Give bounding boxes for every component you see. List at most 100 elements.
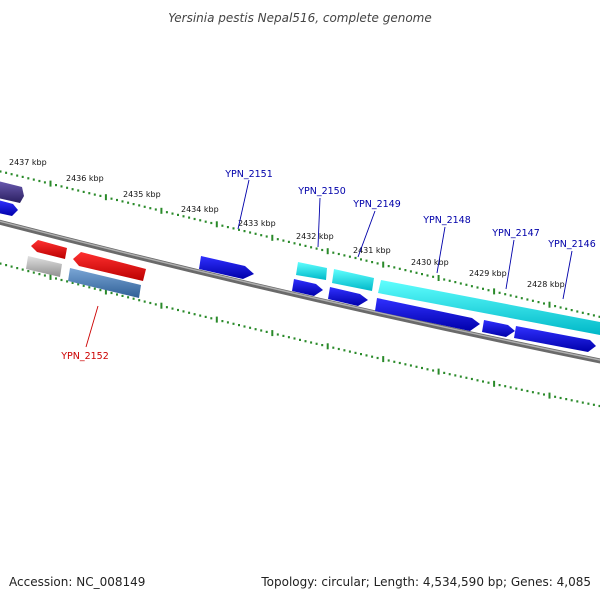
scale-tick-minor: [149, 207, 152, 210]
gene-label[interactable]: YPN_2151: [224, 169, 273, 180]
scale-tick-minor: [482, 287, 484, 290]
scale-tick-major: [160, 207, 163, 214]
cds-YPN_2152[interactable]: [68, 268, 141, 298]
scale-tick-minor: [127, 201, 130, 204]
gene-YPN_2152[interactable]: [73, 252, 146, 281]
gene-YPN_2147[interactable]: [482, 320, 515, 337]
scale-tick-minor: [110, 197, 113, 200]
scale-tick-minor: [182, 310, 185, 313]
gene-label[interactable]: YPN_2149: [352, 199, 401, 210]
callout-lines: [85, 179, 573, 348]
scale-tick-minor: [476, 379, 479, 382]
scale-tick-minor: [348, 255, 351, 258]
scale-tick-minor: [348, 350, 351, 353]
scale-label: 2436 kbp: [66, 174, 104, 183]
scale-tick-minor: [254, 328, 257, 331]
gene-YPN_2148[interactable]: [375, 298, 480, 331]
scale-tick-minor: [443, 278, 446, 281]
scale-tick-minor: [138, 204, 141, 207]
scale-tick-minor: [587, 402, 590, 405]
scale-tick-minor: [565, 398, 568, 401]
scale-tick-minor: [293, 337, 296, 340]
scale-tick-minor: [193, 313, 196, 316]
scale-tick-major: [326, 343, 329, 350]
scale-tick-minor: [310, 246, 313, 249]
scale-tick-minor: [354, 351, 357, 354]
scale-tick-minor: [182, 215, 185, 218]
scale-tick-minor: [376, 262, 379, 265]
scale-tick-minor: [221, 320, 224, 323]
scale-tick-minor: [88, 286, 91, 289]
scale-tick-minor: [188, 311, 191, 314]
scale-label: 2433 kbp: [238, 219, 276, 228]
scale-tick-minor: [254, 232, 257, 235]
scale-tick-minor: [504, 293, 507, 296]
gene-YPN_2150[interactable]: [292, 279, 323, 296]
scale-tick-minor: [204, 220, 207, 223]
gene-YPN_2149[interactable]: [328, 287, 368, 306]
scale-tick-minor: [71, 281, 74, 284]
scale-tick-major: [493, 288, 496, 295]
gene-YPN_2151[interactable]: [199, 256, 254, 279]
scale-tick-minor: [581, 401, 584, 404]
scale-tick-minor: [43, 181, 46, 184]
scale-labels: 2437 kbp 2436 kbp 2435 kbp 2434 kbp 2433…: [9, 158, 565, 289]
scale-tick-major: [104, 194, 107, 201]
reverse-strand-features: [26, 240, 146, 298]
scale-tick-minor: [299, 338, 301, 341]
gene-feature-grey[interactable]: [26, 256, 62, 277]
scale-tick-minor: [32, 271, 35, 274]
cds-YPN_2148-2146[interactable]: [378, 280, 600, 335]
gene-reverse-red[interactable]: [31, 240, 67, 259]
scale-tick-minor: [498, 384, 501, 387]
cds-YPN_2150[interactable]: [296, 262, 327, 280]
scale-tick-minor: [199, 314, 202, 317]
scale-label: 2430 kbp: [411, 258, 449, 267]
scale-tick-minor: [177, 213, 179, 216]
scale-tick-minor: [199, 219, 202, 222]
scale-tick-minor: [260, 234, 263, 237]
scale-tick-minor: [66, 186, 69, 189]
scale-tick-major: [49, 273, 52, 280]
scale-tick-minor: [304, 244, 307, 247]
gene-label[interactable]: YPN_2150: [297, 186, 346, 197]
scale-tick-minor: [10, 173, 13, 176]
scale-tick-minor: [99, 289, 102, 292]
scale-tick-minor: [454, 374, 457, 377]
scale-tick-minor: [16, 174, 19, 177]
gene-label[interactable]: YPN_2147: [491, 228, 540, 239]
scale-tick-minor: [188, 216, 191, 219]
scale-tick-minor: [520, 297, 523, 300]
scale-tick-minor: [315, 342, 318, 345]
scale-tick-major: [271, 330, 274, 337]
scale-tick-minor: [226, 226, 229, 229]
gene-feature-purple[interactable]: [0, 181, 24, 203]
scale-tick-minor: [60, 185, 63, 188]
scale-tick-minor: [93, 193, 96, 196]
scale-tick-minor: [465, 283, 468, 286]
scale-tick-major: [215, 316, 218, 323]
scale-tick-minor: [559, 396, 562, 400]
gene-YPN_2146[interactable]: [514, 326, 596, 352]
scale-tick-minor: [66, 280, 69, 283]
scale-tick-minor: [55, 184, 57, 187]
scale-tick-minor: [21, 268, 24, 271]
scale-tick-minor: [16, 267, 19, 270]
scale-tick-minor: [515, 295, 518, 298]
scale-tick-minor: [443, 371, 446, 374]
scale-tick-minor: [265, 235, 268, 238]
scale-tick-minor: [154, 303, 157, 306]
gene-label[interactable]: YPN_2146: [547, 239, 596, 250]
scale-tick-minor: [10, 265, 13, 268]
scale-label: 2428 kbp: [527, 280, 565, 289]
scale-tick-minor: [371, 261, 374, 264]
scale-tick-minor: [393, 266, 396, 269]
cds-YPN_2149[interactable]: [332, 269, 374, 291]
gene-label[interactable]: YPN_2152: [60, 351, 109, 362]
scale-tick-minor: [5, 171, 8, 174]
gene-label[interactable]: YPN_2148: [422, 215, 471, 226]
scale-tick-minor: [121, 200, 124, 203]
scale-tick-major: [271, 234, 274, 241]
scale-tick-minor: [238, 228, 240, 231]
gene-feature-forward[interactable]: [0, 200, 18, 216]
